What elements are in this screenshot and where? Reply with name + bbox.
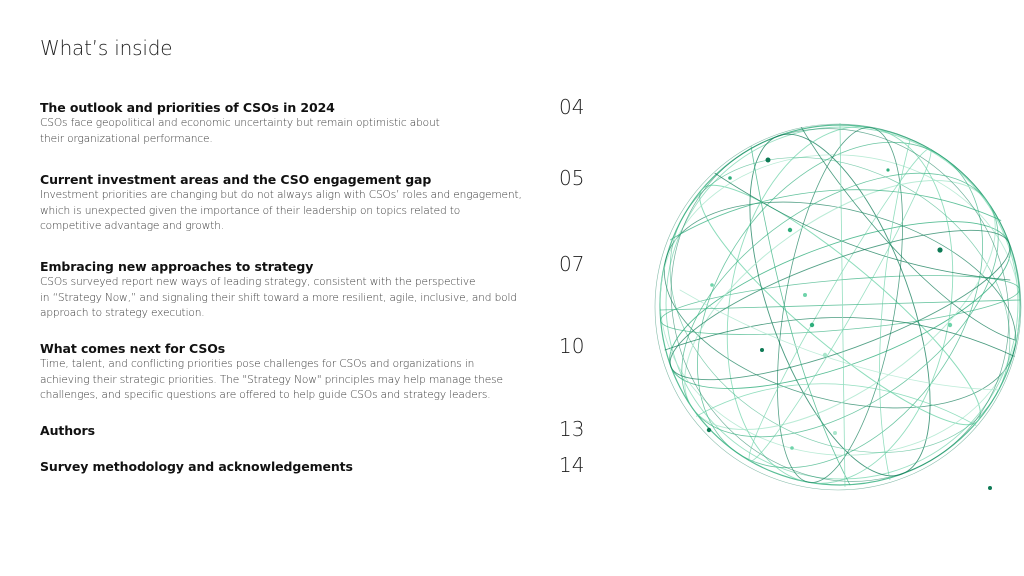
toc-entry-title[interactable]: What comes next for CSOs xyxy=(40,341,226,356)
toc-entry-description: Investment priorities are changing but d… xyxy=(40,189,522,233)
wireframe-globe-illustration xyxy=(654,123,1022,491)
toc-entry-title[interactable]: The outlook and priorities of CSOs in 20… xyxy=(40,100,335,115)
globe-nodes xyxy=(706,157,992,490)
toc-entry-what-next[interactable]: What comes next for CSOs Time, talent, a… xyxy=(40,341,588,404)
toc-page-number[interactable]: 14 xyxy=(559,453,585,477)
toc-entry-description: CSOs face geopolitical and economic unce… xyxy=(40,117,440,145)
toc-entry-outlook[interactable]: The outlook and priorities of CSOs in 20… xyxy=(40,100,588,147)
toc-page-number[interactable]: 07 xyxy=(559,252,585,276)
page-title: What’s inside xyxy=(40,36,173,60)
toc-entry-description: CSOs surveyed report new ways of leading… xyxy=(40,276,517,320)
toc-entry-new-approaches[interactable]: Embracing new approaches to strategy CSO… xyxy=(40,259,588,322)
toc-page-number[interactable]: 05 xyxy=(559,166,585,190)
toc-entry-title[interactable]: Current investment areas and the CSO eng… xyxy=(40,172,432,187)
toc-entry-investment[interactable]: Current investment areas and the CSO eng… xyxy=(40,172,588,235)
toc-page-number[interactable]: 04 xyxy=(559,95,585,119)
toc-entry-authors[interactable]: Authors xyxy=(40,423,588,439)
toc-entry-title[interactable]: Authors xyxy=(40,423,95,438)
toc-entry-title[interactable]: Embracing new approaches to strategy xyxy=(40,259,314,274)
toc-page-number[interactable]: 10 xyxy=(559,334,585,358)
toc-entry-title[interactable]: Survey methodology and acknowledgements xyxy=(40,459,353,474)
toc-entry-methodology[interactable]: Survey methodology and acknowledgements xyxy=(40,459,588,475)
toc-page-number[interactable]: 13 xyxy=(559,417,585,441)
toc-entry-description: Time, talent, and conflicting priorities… xyxy=(40,358,503,402)
